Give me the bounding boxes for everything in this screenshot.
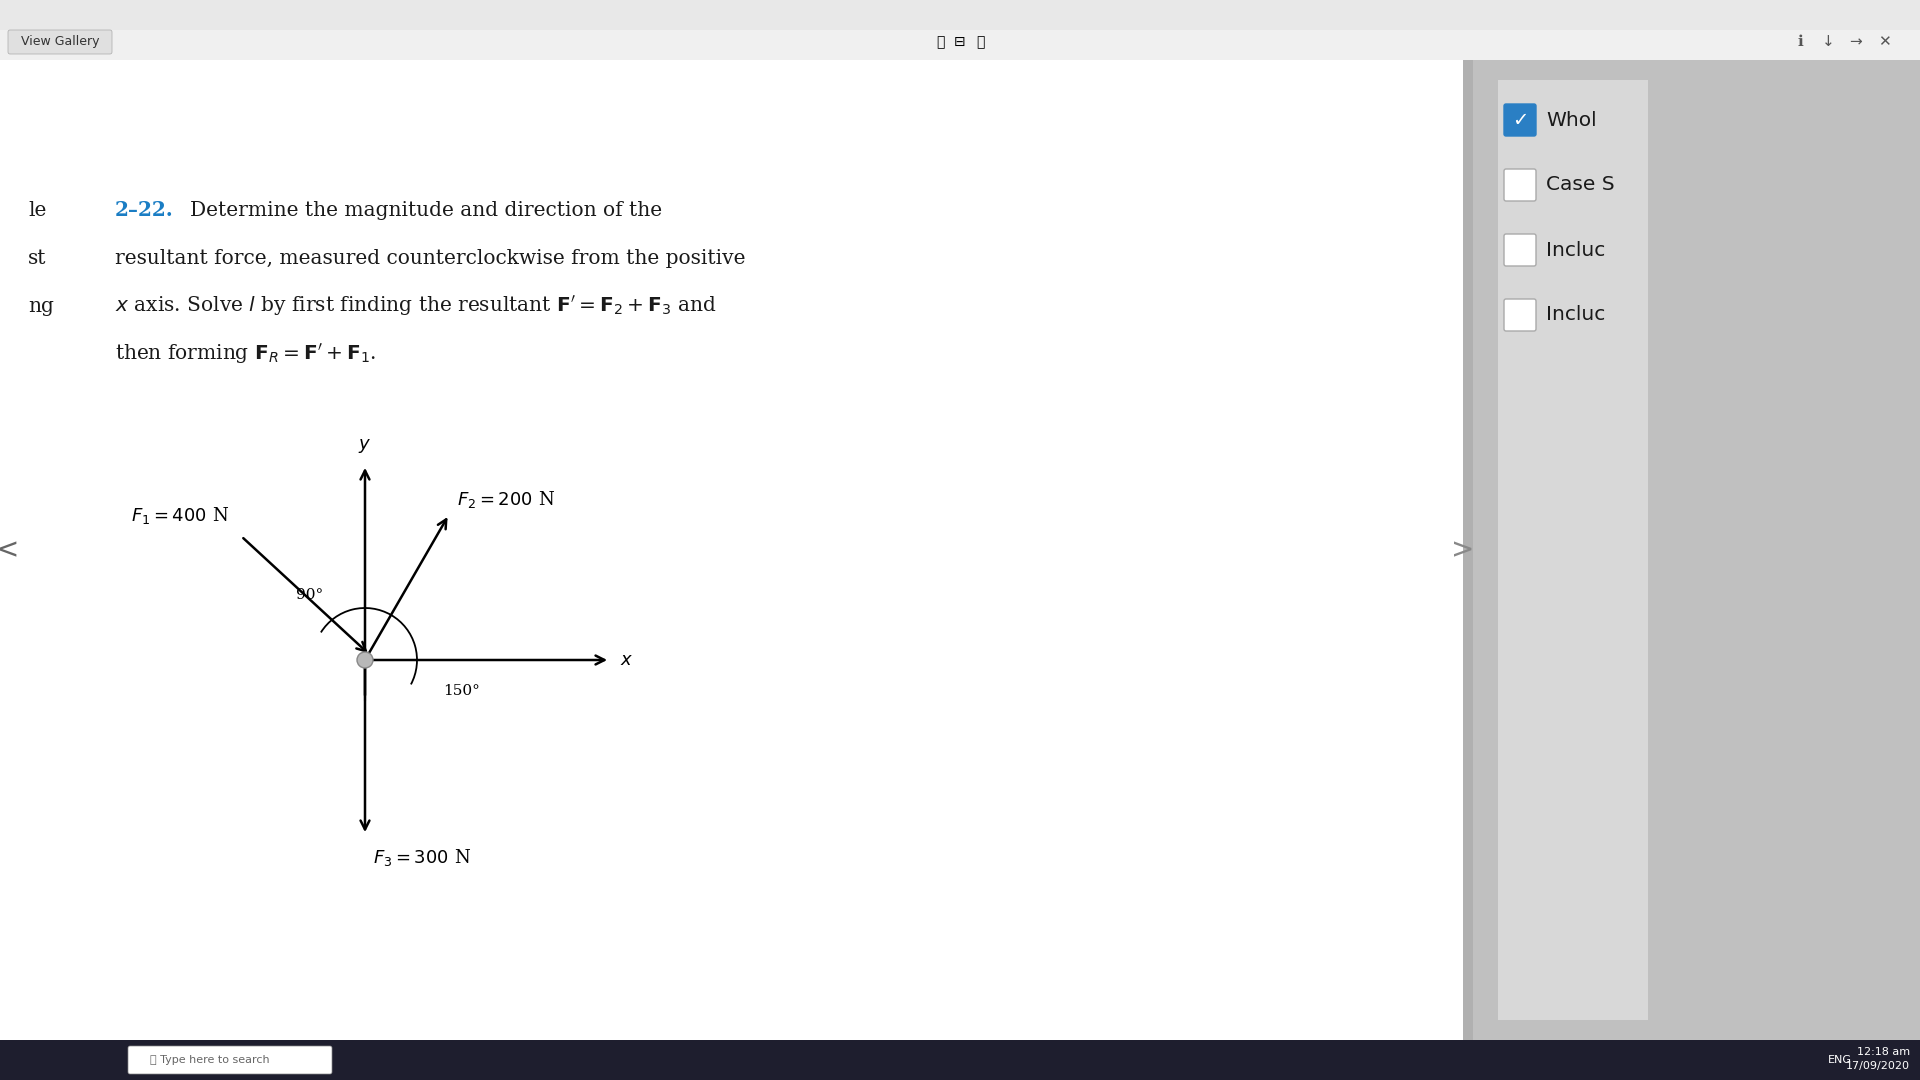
Text: ⊟: ⊟ — [954, 35, 966, 49]
Bar — [0, 0, 1920, 30]
Text: 150°: 150° — [444, 685, 480, 699]
Bar — [1469, 60, 1920, 1040]
Text: $y$: $y$ — [359, 437, 372, 455]
Text: 🔍 Type here to search: 🔍 Type here to search — [150, 1055, 269, 1065]
Bar — [0, 1040, 1920, 1080]
Text: ng: ng — [29, 297, 54, 315]
FancyBboxPatch shape — [8, 30, 111, 54]
Text: 12:18 am: 12:18 am — [1857, 1047, 1910, 1057]
Bar — [1463, 60, 1473, 1040]
Text: 🔍: 🔍 — [935, 35, 945, 49]
FancyBboxPatch shape — [1503, 234, 1536, 266]
Text: st: st — [29, 248, 46, 268]
Text: $F_1 = 400$ N: $F_1 = 400$ N — [131, 505, 228, 526]
Text: ✓: ✓ — [1511, 110, 1528, 130]
Text: le: le — [29, 201, 46, 219]
Text: $x$ axis. Solve $l$ by first finding the resultant $\mathbf{F'} = \mathbf{F}_2 +: $x$ axis. Solve $l$ by first finding the… — [115, 294, 716, 318]
Text: 17/09/2020: 17/09/2020 — [1845, 1061, 1910, 1071]
Text: then forming $\mathbf{F}_R = \mathbf{F'} + \mathbf{F}_1$.: then forming $\mathbf{F}_R = \mathbf{F'}… — [115, 342, 376, 366]
Text: ENG: ENG — [1828, 1055, 1853, 1065]
Bar — [0, 60, 1469, 1040]
Text: ℹ: ℹ — [1797, 35, 1803, 50]
Text: 2–22.: 2–22. — [115, 200, 173, 220]
Text: ↓: ↓ — [1822, 35, 1834, 50]
Text: Incluc: Incluc — [1546, 241, 1605, 259]
Text: Determine the magnitude and direction of the: Determine the magnitude and direction of… — [190, 201, 662, 219]
Text: 🔍: 🔍 — [975, 35, 985, 49]
FancyBboxPatch shape — [1503, 168, 1536, 201]
Text: 90°: 90° — [296, 588, 323, 602]
Bar — [1498, 80, 1647, 1020]
Text: Incluc: Incluc — [1546, 306, 1605, 324]
FancyBboxPatch shape — [1503, 104, 1536, 136]
Text: Whol: Whol — [1546, 110, 1597, 130]
FancyBboxPatch shape — [1503, 299, 1536, 330]
Text: $x$: $x$ — [620, 651, 634, 669]
Text: resultant force, measured counterclockwise from the positive: resultant force, measured counterclockwi… — [115, 248, 745, 268]
Text: →: → — [1849, 35, 1862, 50]
Bar — [0, 30, 1920, 60]
FancyBboxPatch shape — [129, 1047, 332, 1074]
Text: $F_2 = 200$ N: $F_2 = 200$ N — [457, 488, 555, 510]
Text: $F_3 = 300$ N: $F_3 = 300$ N — [372, 847, 470, 868]
Text: >: > — [1452, 536, 1475, 564]
Text: ✕: ✕ — [1878, 35, 1891, 50]
Text: Case S: Case S — [1546, 175, 1615, 194]
Circle shape — [357, 652, 372, 669]
Text: View Gallery: View Gallery — [21, 36, 100, 49]
Text: <: < — [0, 536, 19, 564]
